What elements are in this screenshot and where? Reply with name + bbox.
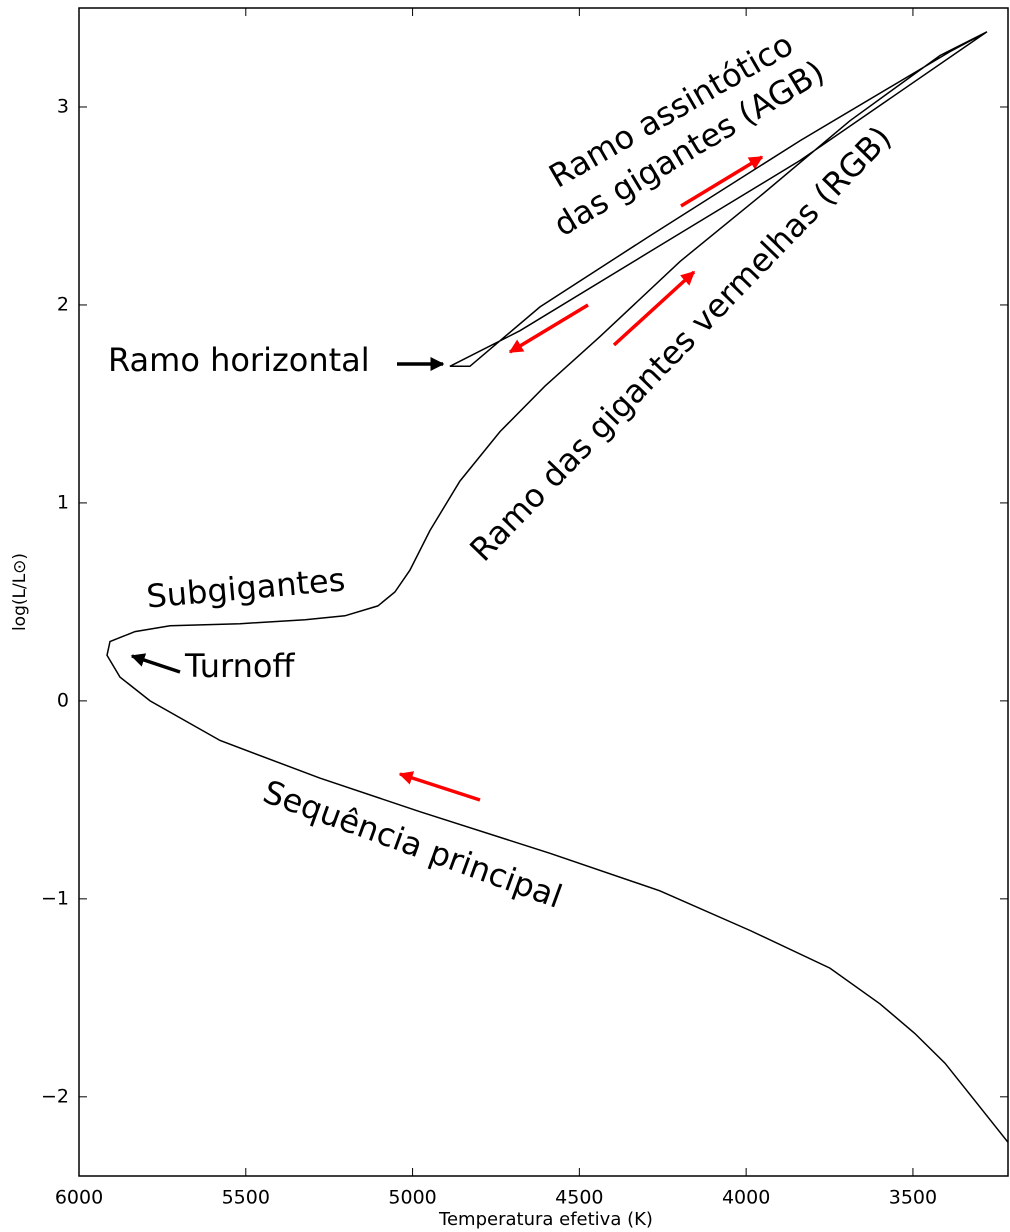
- annotation: Turnoff: [184, 647, 295, 685]
- x-tick-label: 5000: [388, 1187, 436, 1209]
- arrow: [612, 270, 696, 347]
- y-axis-label: log(L/L⊙): [10, 553, 30, 631]
- y-tick-label: 3: [57, 95, 69, 117]
- y-tick-label: 0: [57, 689, 69, 711]
- x-axis-label: Temperatura efetiva (K): [438, 1209, 653, 1230]
- y-tick-label: −1: [41, 887, 69, 909]
- isochrone-line: [106, 31, 1009, 1143]
- annotation: Ramo das gigantes vermelhas (RGB): [462, 119, 898, 569]
- arrow: [398, 771, 481, 802]
- arrow: [508, 303, 589, 354]
- y-tick-label: 2: [57, 293, 69, 315]
- plot-frame: [78, 7, 1009, 1177]
- arrows: [130, 155, 764, 802]
- x-tick-label: 3500: [889, 1187, 937, 1209]
- y-tick-label: −2: [41, 1085, 69, 1107]
- x-tick-label: 4500: [555, 1187, 603, 1209]
- arrow: [130, 653, 181, 674]
- annotation: Ramo horizontal: [108, 341, 370, 379]
- arrow: [680, 155, 764, 208]
- x-tick-label: 4000: [722, 1187, 770, 1209]
- annotation: Subgigantes: [145, 560, 347, 615]
- x-tick-label: 5500: [222, 1187, 270, 1209]
- x-tick-label: 6000: [55, 1187, 103, 1209]
- y-tick-label: 1: [57, 491, 69, 513]
